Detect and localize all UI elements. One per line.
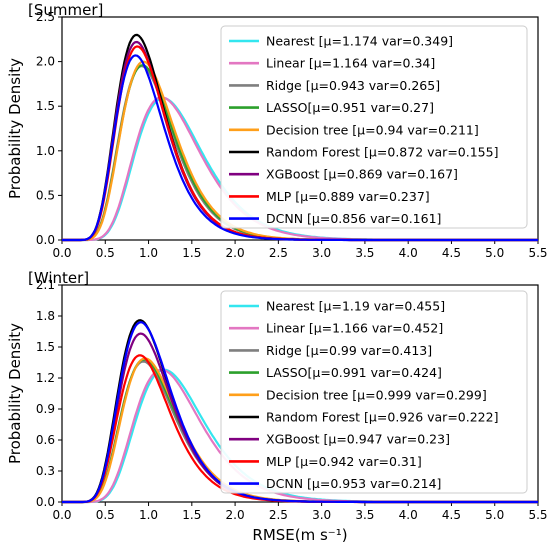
winter-series-group bbox=[62, 319, 538, 504]
summer-series-group bbox=[62, 33, 538, 242]
x-tick-label: 2.5 bbox=[269, 246, 288, 260]
y-tick-label: 0.5 bbox=[36, 188, 55, 202]
summer-panel: 0.0 0.5 1.0 1.5 2.0 2.5 3.0 3.5 4.0 4.5 5.0 5.5 0.0 0… bbox=[6, 1, 548, 260]
x-tick-label: 1.5 bbox=[182, 508, 201, 522]
legend-entry-6: XGBoost [μ=0.869 var=0.167] bbox=[266, 167, 458, 182]
x-tick-label: 5.5 bbox=[528, 246, 547, 260]
legend-entry-1: Linear [μ=1.164 var=0.34] bbox=[266, 56, 435, 71]
summer-series-line-8 bbox=[62, 54, 538, 242]
y-tick-label: 2.1 bbox=[36, 278, 55, 292]
legend-entry-8: DCNN [μ=0.856 var=0.161] bbox=[266, 211, 441, 226]
summer-y-axis-label: Probability Density bbox=[6, 58, 24, 199]
y-tick-label: 0.9 bbox=[36, 402, 55, 416]
x-tick-label: 2.5 bbox=[269, 508, 288, 522]
y-tick-label: 1.2 bbox=[36, 371, 55, 385]
legend-entry-5: Random Forest [μ=0.926 var=0.222] bbox=[266, 410, 498, 425]
x-tick-label: 4.5 bbox=[442, 246, 461, 260]
winter-title: [Winter] bbox=[28, 269, 89, 287]
x-tick-label: 0.0 bbox=[52, 508, 71, 522]
x-tick-label: 1.0 bbox=[139, 508, 158, 522]
winter-series-line-8 bbox=[62, 321, 538, 504]
legend-entry-3: LASSO[μ=0.991 var=0.424] bbox=[266, 365, 442, 380]
x-tick-label: 1.5 bbox=[182, 246, 201, 260]
x-tick-label: 5.0 bbox=[485, 508, 504, 522]
legend-entry-5: Random Forest [μ=0.872 var=0.155] bbox=[266, 145, 498, 160]
y-tick-label: 1.5 bbox=[36, 99, 55, 113]
legend-entry-7: MLP [μ=0.942 var=0.31] bbox=[266, 454, 422, 469]
summer-legend-box bbox=[220, 25, 528, 229]
legend-entry-6: XGBoost [μ=0.947 var=0.23] bbox=[266, 432, 450, 447]
legend-entry-3: LASSO[μ=0.951 var=0.27] bbox=[266, 100, 434, 115]
x-tick-label: 5.0 bbox=[485, 246, 504, 260]
x-tick-label: 4.0 bbox=[399, 246, 418, 260]
y-tick-label: 2.5 bbox=[36, 10, 55, 24]
y-tick-label: 2.0 bbox=[36, 55, 55, 69]
x-tick-label: 3.5 bbox=[355, 508, 374, 522]
x-tick-label: 4.0 bbox=[399, 508, 418, 522]
x-tick-label: 5.5 bbox=[528, 508, 547, 522]
legend-entry-2: Ridge [μ=0.99 var=0.413] bbox=[266, 343, 432, 358]
winter-legend: Nearest [μ=1.19 var=0.455] Linear [μ=1.16… bbox=[220, 290, 528, 494]
winter-legend-box bbox=[220, 290, 528, 494]
legend-entry-4: Decision tree [μ=0.999 var=0.299] bbox=[266, 387, 487, 402]
x-tick-label: 0.5 bbox=[96, 508, 115, 522]
y-tick-label: 1.8 bbox=[36, 309, 55, 323]
x-tick-label: 1.0 bbox=[139, 246, 158, 260]
y-tick-label: 0.3 bbox=[36, 464, 55, 478]
x-axis-label: RMSE(m s⁻¹) bbox=[252, 526, 347, 544]
x-tick-label: 0.0 bbox=[52, 246, 71, 260]
y-tick-label: 1.5 bbox=[36, 340, 55, 354]
x-tick-label: 3.5 bbox=[355, 246, 374, 260]
x-tick-label: 3.0 bbox=[312, 246, 331, 260]
x-tick-label: 2.0 bbox=[226, 508, 245, 522]
x-tick-label: 3.0 bbox=[312, 508, 331, 522]
winter-y-axis-label: Probability Density bbox=[6, 323, 24, 464]
x-tick-label: 4.5 bbox=[442, 508, 461, 522]
x-tick-label: 2.0 bbox=[226, 246, 245, 260]
legend-entry-1: Linear [μ=1.166 var=0.452] bbox=[266, 321, 443, 336]
y-tick-label: 0.0 bbox=[36, 495, 55, 509]
legend-entry-4: Decision tree [μ=0.94 var=0.211] bbox=[266, 122, 479, 137]
summer-legend: Nearest [μ=1.174 var=0.349] Linear [μ=1.1… bbox=[220, 25, 528, 229]
x-tick-label: 0.5 bbox=[96, 246, 115, 260]
summer-title: [Summer] bbox=[28, 1, 103, 19]
legend-entry-0: Nearest [μ=1.19 var=0.455] bbox=[266, 299, 445, 314]
y-tick-label: 0.6 bbox=[36, 433, 55, 447]
y-tick-label: 1.0 bbox=[36, 144, 55, 158]
legend-entry-0: Nearest [μ=1.174 var=0.349] bbox=[266, 34, 453, 49]
winter-panel: 0.0 0.5 1.0 1.5 2.0 2.5 3.0 3.5 4.0 4.5 5.0 5.5 0.0 0… bbox=[6, 269, 548, 522]
legend-entry-8: DCNN [μ=0.953 var=0.214] bbox=[266, 476, 441, 491]
y-tick-label: 0.0 bbox=[36, 233, 55, 247]
legend-entry-7: MLP [μ=0.889 var=0.237] bbox=[266, 189, 430, 204]
legend-entry-2: Ridge [μ=0.943 var=0.265] bbox=[266, 78, 440, 93]
